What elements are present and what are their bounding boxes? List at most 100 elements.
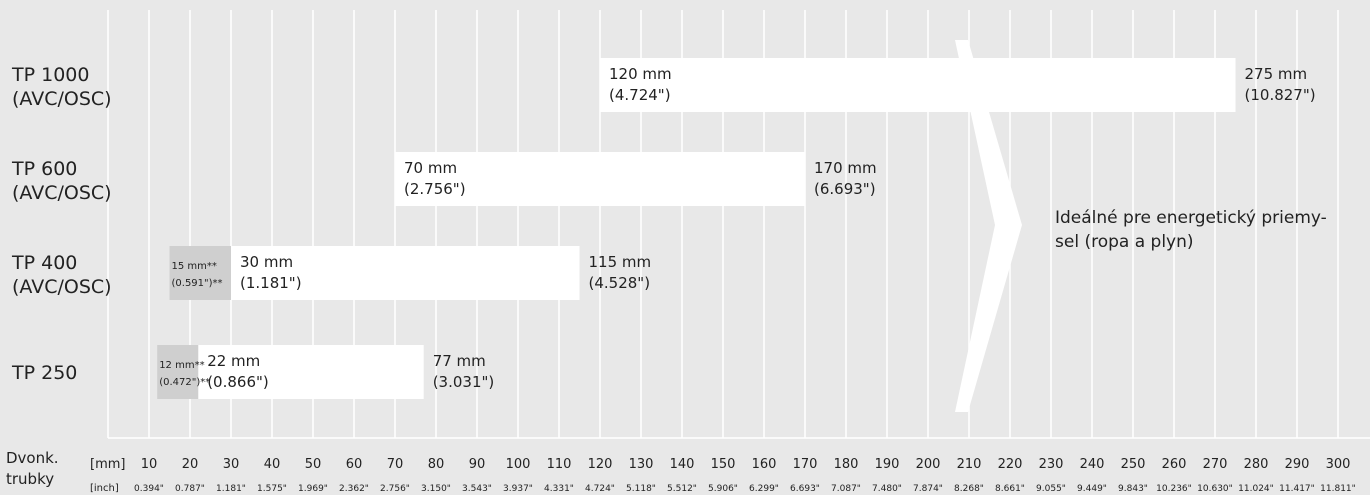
tick-label-mm: 140 (670, 457, 695, 472)
range-bar (198, 345, 424, 399)
tick-label-inch: 1.575" (257, 484, 287, 494)
tick-label-mm: 170 (793, 457, 818, 472)
extension-inch-label: (0.472")** (159, 377, 210, 388)
tick-label-inch: 0.787" (175, 484, 205, 494)
tick-label-inch: 9.449" (1077, 484, 1107, 494)
tick-label-mm: 80 (428, 457, 445, 472)
tick-label-inch: 6.693" (790, 484, 820, 494)
extension-inch-label: (0.591")** (172, 278, 223, 289)
max-mm-label: 115 mm (589, 253, 652, 271)
tick-label-mm: 290 (1285, 457, 1310, 472)
tick-label-mm: 150 (711, 457, 736, 472)
min-inch-label: (2.756") (404, 180, 466, 198)
tick-label-mm: 10 (141, 457, 158, 472)
category-labels: TP 1000(AVC/OSC)TP 600(AVC/OSC)TP 400(AV… (11, 64, 112, 384)
tick-label-inch: 6.299" (749, 484, 779, 494)
grid-lines (107, 10, 1370, 439)
category-label: TP 600 (11, 158, 77, 180)
tick-label-mm: 210 (957, 457, 982, 472)
tick-label-mm: 270 (1203, 457, 1228, 472)
tick-label-mm: 250 (1121, 457, 1146, 472)
min-mm-label: 70 mm (404, 159, 457, 177)
tick-label-mm: 200 (916, 457, 941, 472)
tick-label-inch: 8.268" (954, 484, 984, 494)
tick-label-inch: 3.543" (462, 484, 492, 494)
tick-label-mm: 130 (629, 457, 654, 472)
tick-label-mm: 70 (387, 457, 404, 472)
category-label: (AVC/OSC) (12, 88, 112, 110)
category-label: (AVC/OSC) (12, 182, 112, 204)
tick-label-mm: 220 (998, 457, 1023, 472)
chevron-arrow (955, 40, 1022, 412)
tick-label-mm: 50 (305, 457, 322, 472)
tick-label-inch: 5.118" (626, 484, 656, 494)
tick-label-inch: 1.181" (216, 484, 246, 494)
tick-label-inch: 10.236" (1156, 484, 1192, 494)
extension-bar (169, 246, 231, 300)
x-axis: Dvonk. trubky [mm] [inch] 10 0.394" 20 0.787" 30… (6, 449, 1356, 494)
tick-label-inch: 5.906" (708, 484, 738, 494)
tick-label-inch: 4.724" (585, 484, 615, 494)
tick-label-mm: 180 (834, 457, 859, 472)
tick-label-inch: 11.417" (1279, 484, 1315, 494)
max-inch-label: (4.528") (589, 274, 651, 292)
tick-label-inch: 9.843" (1118, 484, 1148, 494)
min-inch-label: (4.724") (609, 86, 671, 104)
tick-label-mm: 20 (182, 457, 199, 472)
range-bar (395, 152, 805, 206)
tick-label-inch: 7.087" (831, 484, 861, 494)
category-label: TP 400 (11, 252, 77, 274)
tick-label-mm: 30 (223, 457, 240, 472)
tick-label-mm: 230 (1039, 457, 1064, 472)
tick-label-inch: 10.630" (1197, 484, 1233, 494)
category-label: TP 1000 (11, 64, 89, 86)
max-inch-label: (3.031") (433, 373, 495, 391)
tick-label-mm: 240 (1080, 457, 1105, 472)
range-bar (600, 58, 1236, 112)
tick-label-mm: 110 (547, 457, 572, 472)
tick-label-inch: 3.150" (421, 484, 451, 494)
tick-label-inch: 7.874" (913, 484, 943, 494)
extension-mm-label: 12 mm** (159, 360, 204, 371)
tick-label-inch: 2.362" (339, 484, 369, 494)
unit-inch-label: [inch] (90, 483, 119, 494)
axis-title: Dvonk. (6, 449, 59, 467)
axis-title: trubky (6, 470, 54, 488)
tick-label-inch: 8.661" (995, 484, 1025, 494)
bars: 120 mm (4.724") 275 mm (10.827") 70 mm (2.756… (157, 58, 1316, 399)
tick-label-mm: 190 (875, 457, 900, 472)
tick-label-mm: 40 (264, 457, 281, 472)
tick-label-inch: 11.024" (1238, 484, 1274, 494)
max-inch-label: (6.693") (814, 180, 876, 198)
max-mm-label: 275 mm (1245, 65, 1308, 83)
tick-label-inch: 9.055" (1036, 484, 1066, 494)
max-mm-label: 170 mm (814, 159, 877, 177)
tick-label-inch: 3.937" (503, 484, 533, 494)
tick-label-mm: 160 (752, 457, 777, 472)
tick-label-inch: 11.811" (1320, 484, 1356, 494)
tick-label-mm: 120 (588, 457, 613, 472)
tick-label-inch: 1.969" (298, 484, 328, 494)
unit-mm-label: [mm] (90, 457, 125, 472)
range-bar (231, 246, 580, 300)
tick-label-mm: 90 (469, 457, 486, 472)
chevron-icon (955, 40, 1022, 412)
tick-label-inch: 4.331" (544, 484, 574, 494)
category-label: (AVC/OSC) (12, 276, 112, 298)
tick-label-mm: 60 (346, 457, 363, 472)
min-mm-label: 30 mm (240, 253, 293, 271)
tick-label-inch: 5.512" (667, 484, 697, 494)
extension-bar (157, 345, 199, 399)
tick-label-mm: 300 (1326, 457, 1351, 472)
tick-label-inch: 0.394" (134, 484, 164, 494)
annotation-text: sel (ropa a plyn) (1055, 232, 1194, 252)
tick-label-inch: 2.756" (380, 484, 410, 494)
annotation: Ideálné pre energetický priemy-sel (ropa… (1055, 208, 1327, 252)
tick-label-mm: 100 (506, 457, 531, 472)
annotation-text: Ideálné pre energetický priemy- (1055, 208, 1327, 228)
min-mm-label: 22 mm (207, 352, 260, 370)
min-inch-label: (0.866") (207, 373, 269, 391)
tick-label-mm: 280 (1244, 457, 1269, 472)
category-label: TP 250 (11, 362, 77, 384)
